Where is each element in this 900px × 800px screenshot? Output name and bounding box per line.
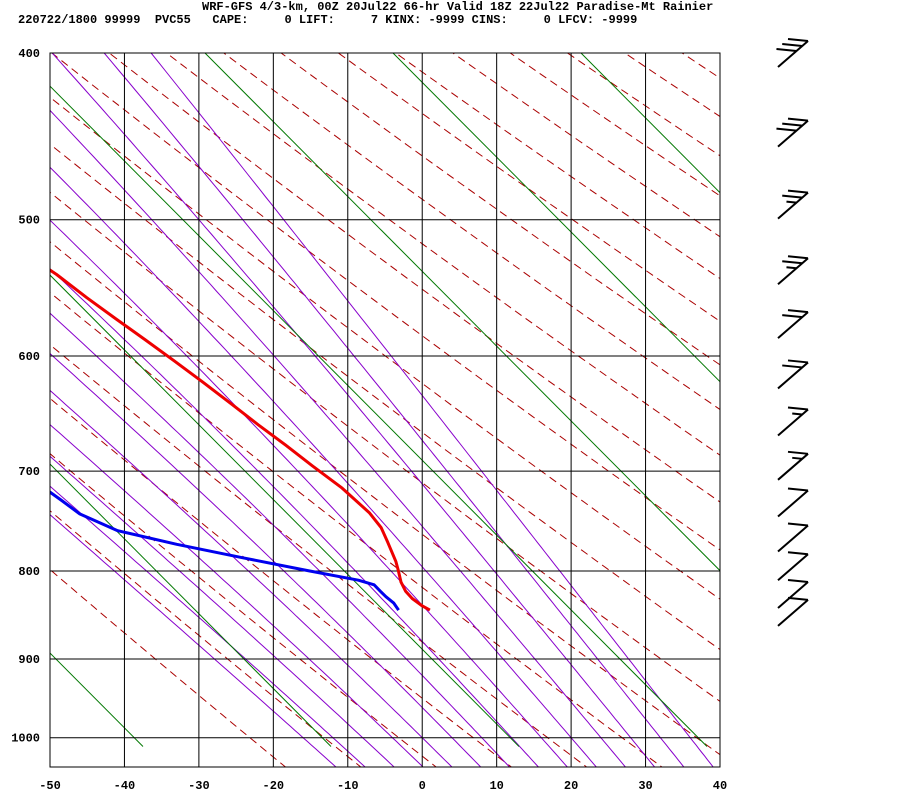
dry-adiabat [50,143,720,651]
y-tick-label: 1000 [11,732,40,746]
x-tick-label: 40 [713,779,727,793]
x-tick-label: -40 [114,779,136,793]
moist-adiabat [50,352,482,767]
y-axis-ticks: 400 500 600 700 800 900 1000 [11,47,40,746]
wind-barb [777,255,809,286]
dry-adiabat [165,53,720,456]
dry-adiabat [711,34,900,800]
sounding-indices: 220722/1800 99999 PVC55 CAPE: 0 LIFT: 7 … [18,13,638,27]
wind-barb [777,596,809,627]
x-tick-label: -30 [188,779,210,793]
x-tick-label: 0 [419,779,426,793]
dry-adiabat [50,191,720,703]
profile-traces [50,268,431,612]
x-tick-label: -20 [263,779,285,793]
dry-adiabat [452,53,720,238]
moist-adiabat [50,389,453,767]
mixing-ratio-line [50,85,708,747]
x-tick-label: -50 [39,779,61,793]
grid-lines [50,52,720,767]
wind-barb [777,189,809,220]
x-tick-label: 20 [564,779,578,793]
dry-adiabat [222,53,720,411]
moist-adiabat [51,53,656,767]
mixing-ratio-line [204,53,720,572]
moist-adiabat [50,514,337,767]
moist-adiabat [50,312,511,767]
mixing-ratio-line [580,53,720,194]
dry-adiabat [50,510,362,767]
y-tick-label: 700 [18,465,40,479]
x-tick-label: 30 [638,779,652,793]
dry-adiabat [51,53,720,551]
dry-adiabat [509,53,720,197]
wind-barb [777,309,809,339]
mixing-ratio-line [769,53,900,747]
moist-adiabat [50,268,540,767]
wind-barb [777,487,809,518]
moist-adiabat [50,166,597,767]
dry-adiabat [108,53,720,503]
y-tick-label: 800 [18,565,40,579]
dry-adiabat [50,96,720,600]
plot-frame [49,52,721,768]
y-tick-label: 600 [18,350,40,364]
dry-adiabat [623,53,720,118]
moist-adiabat [150,53,714,767]
wind-barb [777,406,809,437]
moist-adiabat [50,455,395,767]
dry-adiabat [50,344,588,767]
mixing-ratio-line [392,53,720,383]
temperature-profile [50,268,431,612]
moist-adiabat [50,423,424,767]
wind-barbs [776,38,809,627]
wind-barb [776,38,809,68]
dry-adiabat [50,397,513,767]
moist-adiabat [50,219,568,767]
y-tick-label: 400 [18,47,40,61]
dewpoint-profile [50,490,400,611]
moist-adiabat [50,485,366,767]
x-tick-label: 10 [489,779,503,793]
y-tick-label: 500 [18,214,40,228]
wind-barb [777,359,809,390]
wind-barb [777,578,809,609]
wind-barb [777,450,809,481]
wind-barb [777,551,809,582]
dry-adiabat [394,53,720,280]
x-tick-label: -10 [337,779,359,793]
wind-barb [777,522,809,553]
dry-adiabat [50,241,720,756]
mixing-ratio-line [50,274,520,747]
moist-adiabat [103,53,685,767]
x-axis-ticks: -50 -40 -30 -20 -10 0 10 20 30 40 [39,779,727,793]
y-tick-label: 900 [18,653,40,667]
mixing-ratio-line [50,463,332,747]
mixing-ratio-line [50,652,144,747]
moist-adiabat [50,109,627,767]
chart-title: WRF-GFS 4/3-km, 00Z 20Jul22 66-hr Valid … [202,0,714,14]
wind-barb [776,117,809,148]
dry-adiabat [280,53,720,366]
dry-adiabat [50,568,287,767]
dry-adiabat [50,453,437,767]
dry-adiabat [50,291,663,767]
dry-adiabat [681,53,720,79]
background-lines [50,34,900,800]
